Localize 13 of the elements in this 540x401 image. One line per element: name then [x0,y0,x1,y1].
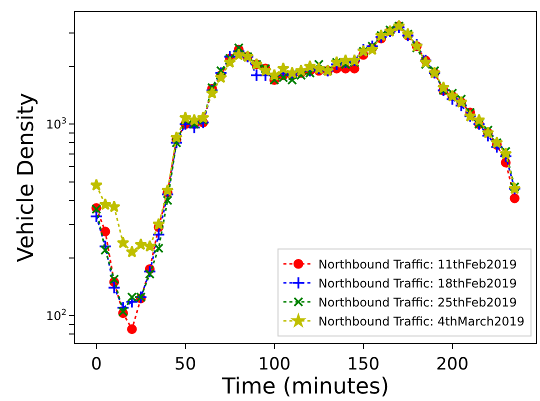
x-tick-label: 200 [436,354,469,374]
x-tick-label: 50 [174,354,196,374]
y-tick-label: 10$^{3}$ [46,115,67,132]
legend-label: Northbound Traffic: 4thMarch2019 [318,314,525,329]
legend-label: Northbound Traffic: 25thFeb2019 [318,296,517,310]
legend-label: Northbound Traffic: 11thFeb2019 [318,258,517,272]
x-axis-title: Time (minutes) [220,374,390,400]
legend-label: Northbound Traffic: 18thFeb2019 [318,276,517,291]
x-tick-label: 0 [90,354,102,374]
x-tick-label: 150 [347,354,380,374]
x-tick-label: 100 [258,354,291,374]
y-axis-title: Vehicle Density [14,92,39,262]
y-tick-label: 10$^{2}$ [46,306,67,323]
